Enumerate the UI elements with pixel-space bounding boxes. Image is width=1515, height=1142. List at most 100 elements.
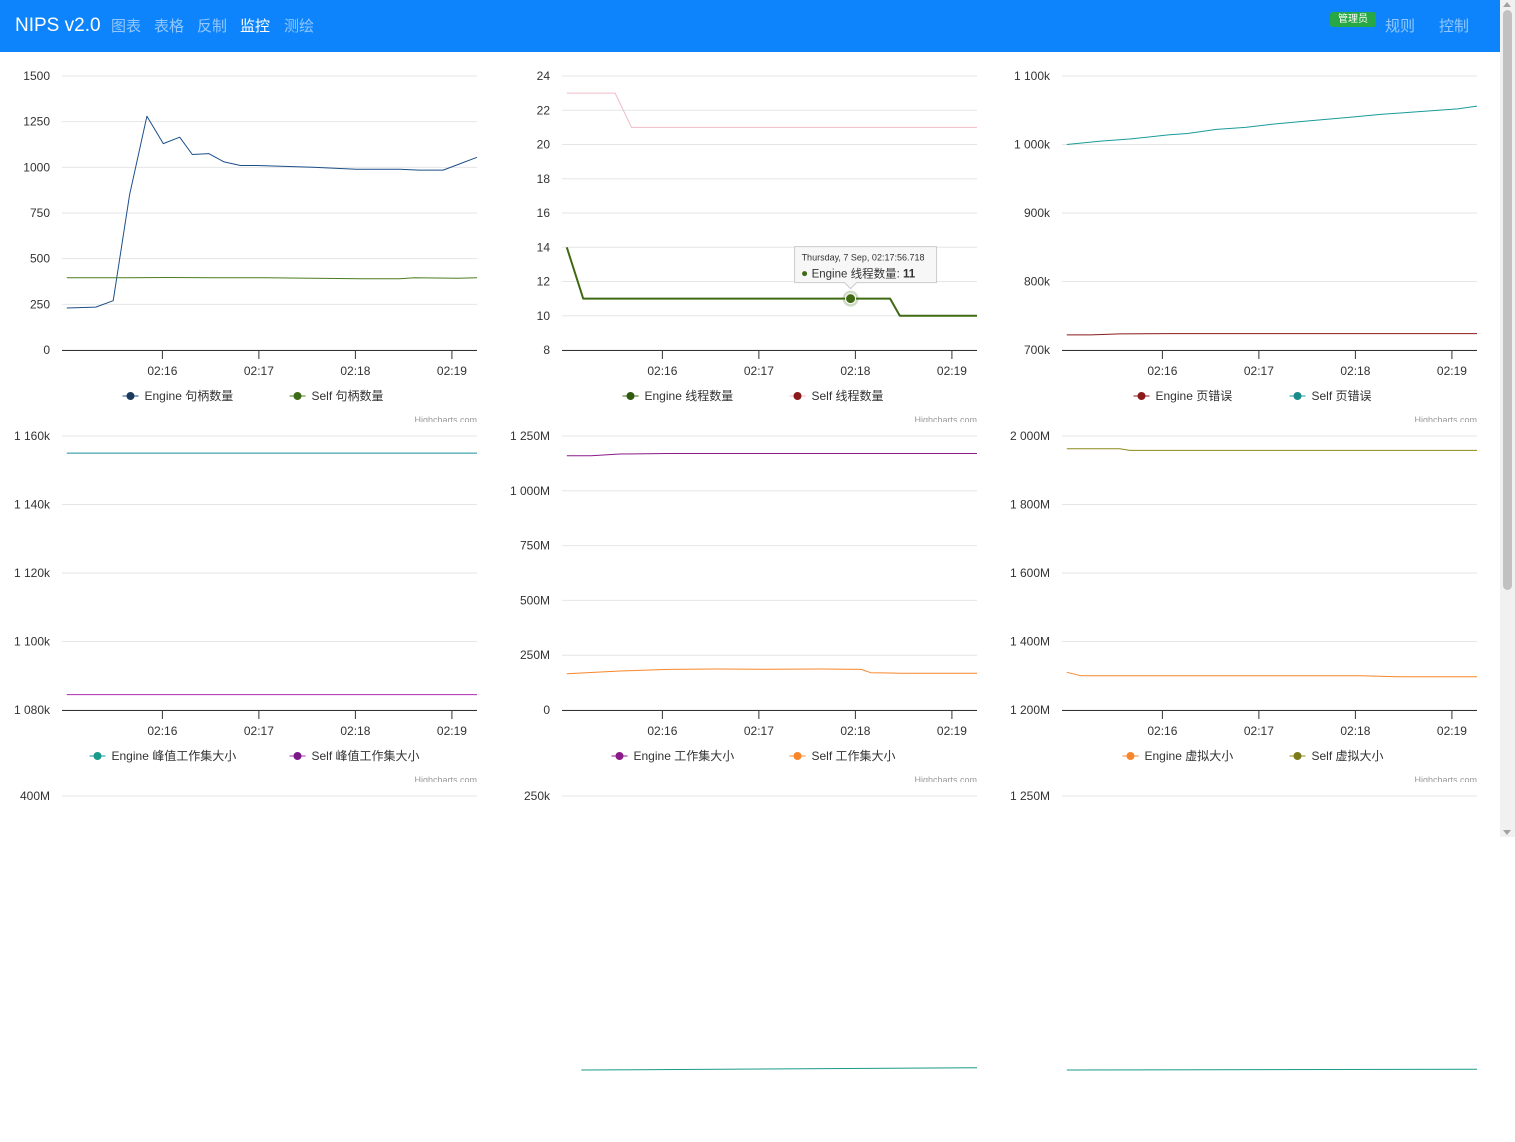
legend-marker[interactable]: [293, 752, 302, 760]
y-tick-label: 1250: [23, 115, 50, 129]
legend-marker[interactable]: [293, 392, 302, 400]
chart-row3-middle: 250k: [500, 782, 1000, 1142]
legend-item[interactable]: Engine 工作集大小: [634, 748, 735, 763]
brand-title[interactable]: NIPS v2.0: [15, 15, 101, 36]
highcharts-credit[interactable]: Highcharts.com: [414, 415, 477, 422]
series-line[interactable]: [66, 277, 478, 280]
nav-charts[interactable]: 图表: [111, 17, 142, 35]
series-line[interactable]: [1066, 1068, 1478, 1071]
y-tick-label: 10: [537, 309, 551, 323]
series-line[interactable]: [566, 92, 977, 128]
highcharts-credit[interactable]: Highcharts.com: [914, 775, 977, 782]
series-line[interactable]: [581, 1067, 978, 1071]
legend-item[interactable]: Self 线程数量: [812, 388, 884, 403]
legend-item[interactable]: Engine 句柄数量: [145, 388, 234, 403]
grid-lines: [62, 75, 477, 351]
y-tick-label: 1500: [23, 69, 50, 83]
chart-svg: 700k 800k 900k 1 000k 1 100k 02:16 02:17 02:18 0…: [1014, 69, 1478, 422]
y-tick-label: 750M: [520, 539, 550, 553]
chart-svg: 250k: [524, 789, 978, 1071]
legend-item[interactable]: Self 虚拟大小: [1312, 749, 1384, 763]
chart-legend: Engine 虚拟大小 Self 虚拟大小: [1122, 749, 1384, 763]
scroll-down-icon[interactable]: [1503, 830, 1511, 835]
y-tick-label: 1 000M: [510, 484, 550, 498]
y-tick-label: 1 120k: [14, 566, 51, 580]
legend-item[interactable]: Engine 页错误: [1156, 389, 1233, 403]
legend-marker[interactable]: [93, 752, 102, 760]
legend-item[interactable]: Self 工作集大小: [812, 748, 896, 763]
x-tick-label: 02:18: [340, 724, 370, 738]
hover-point[interactable]: [845, 293, 857, 305]
nav-rules[interactable]: 规则: [1385, 17, 1416, 35]
y-tick-label: 24: [537, 69, 551, 83]
chart-legend: Engine 工作集大小 Self 工作集大小: [611, 748, 896, 763]
series-line[interactable]: [566, 668, 977, 675]
chart-svg: 8 10 12 14 16 18 20 22 24 02:16 02:17 02:18 02:19 Eng…: [537, 69, 977, 422]
y-tick-label: 1 200M: [1010, 703, 1050, 717]
legend-item[interactable]: Engine 虚拟大小: [1145, 749, 1234, 763]
x-tick-label: 02:18: [340, 364, 370, 378]
nav-monitor[interactable]: 监控: [240, 17, 271, 35]
nav-mapping[interactable]: 测绘: [284, 17, 315, 35]
nav-tables[interactable]: 表格: [154, 17, 185, 35]
nav-control[interactable]: 控制: [1439, 17, 1470, 35]
y-tick-label: 250M: [520, 648, 550, 662]
series-line[interactable]: [566, 453, 977, 457]
x-tick-label: 02:16: [1147, 724, 1177, 738]
tooltip: Thursday, 7 Sep, 02:17:56.718 Engine 线程数量…: [794, 246, 938, 290]
y-tick-label: 1 000k: [1014, 138, 1051, 152]
x-tick-label: 02:18: [1340, 364, 1370, 378]
y-tick-label: 1 600M: [1010, 566, 1050, 580]
legend-marker[interactable]: [1126, 752, 1135, 760]
y-tick-label: 20: [537, 138, 551, 152]
x-tick-label: 02:17: [744, 724, 774, 738]
tooltip-box: [794, 246, 938, 290]
y-tick-label: 250: [30, 297, 50, 311]
legend-item[interactable]: Self 句柄数量: [312, 388, 384, 403]
legend-marker[interactable]: [626, 392, 635, 400]
y-tick-label: 1 100k: [14, 635, 51, 649]
legend-marker[interactable]: [126, 392, 135, 400]
legend-marker[interactable]: [615, 752, 624, 760]
y-tick-label: 0: [543, 703, 550, 717]
series-line[interactable]: [1066, 448, 1477, 451]
legend-item[interactable]: Self 页错误: [1312, 389, 1372, 403]
highcharts-credit[interactable]: Highcharts.com: [1414, 775, 1477, 782]
legend-marker[interactable]: [1293, 752, 1302, 760]
tooltip-value: 11: [903, 269, 916, 281]
x-tick-label: 02:16: [647, 364, 677, 378]
legend-marker[interactable]: [793, 392, 802, 400]
y-tick-label: 8: [543, 343, 550, 357]
series-line[interactable]: [1066, 333, 1477, 336]
series-line[interactable]: [66, 115, 478, 309]
y-tick-label: 500: [30, 252, 50, 266]
chart-svg: 0 250M 500M 750M 1 000M 1 250M 02:16 02:17 02:18…: [510, 429, 977, 782]
scrollbar-thumb[interactable]: [1503, 10, 1512, 590]
series-line[interactable]: [565, 246, 977, 317]
chart-peak-working-set: 1 080k 1 100k 1 120k 1 140k 1 160k 02:16 02:17…: [0, 422, 500, 782]
series-line[interactable]: [1066, 105, 1478, 145]
series-line[interactable]: [1066, 671, 1477, 678]
legend-item[interactable]: Engine 线程数量: [645, 388, 734, 403]
chart-svg: 1 200M 1 400M 1 600M 1 800M 2 000M 02:16 02:17…: [1010, 429, 1477, 782]
page-scrollbar[interactable]: [1500, 0, 1515, 837]
nav-countermeasure[interactable]: 反制: [197, 17, 228, 35]
highcharts-credit[interactable]: Highcharts.com: [1414, 415, 1477, 422]
legend-item[interactable]: Engine 峰值工作集大小: [112, 748, 237, 763]
y-tick-label: 800k: [1024, 275, 1051, 289]
highcharts-credit[interactable]: Highcharts.com: [914, 415, 977, 422]
y-tick-label: 16: [537, 206, 551, 220]
highcharts-credit[interactable]: Highcharts.com: [414, 775, 477, 782]
scroll-up-icon[interactable]: [1503, 2, 1511, 7]
tooltip-bullet: [802, 271, 808, 277]
x-tick-label: 02:18: [1340, 724, 1370, 738]
admin-badge: 管理员: [1330, 12, 1376, 27]
legend-marker[interactable]: [1137, 392, 1146, 400]
legend-item[interactable]: Self 峰值工作集大小: [312, 748, 420, 763]
legend-marker[interactable]: [1293, 392, 1302, 400]
legend-marker[interactable]: [793, 752, 802, 760]
y-tick-label: 1 080k: [14, 703, 51, 717]
grid-lines: [62, 435, 477, 711]
x-tick-label: 02:19: [1437, 364, 1467, 378]
x-tick-label: 02:18: [840, 724, 870, 738]
